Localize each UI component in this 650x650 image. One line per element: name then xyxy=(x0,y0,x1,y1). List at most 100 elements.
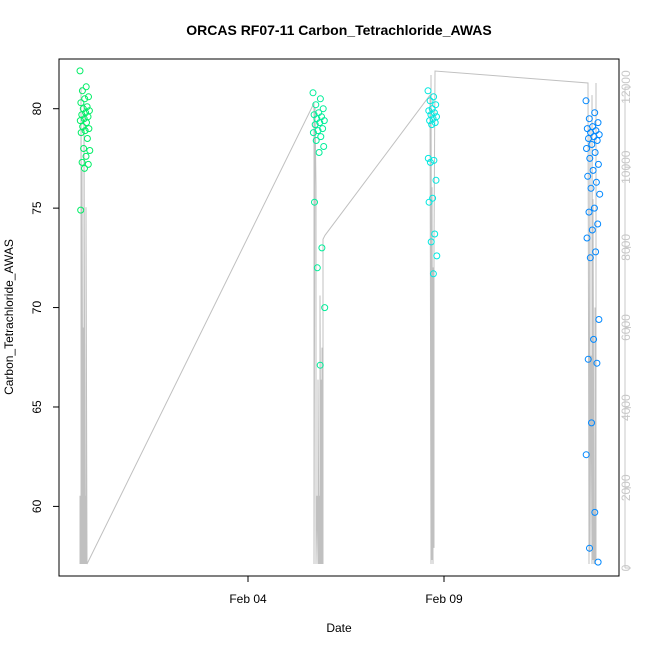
y-axis-label: Carbon_Tetrachloride_AWAS xyxy=(2,239,16,395)
data-point xyxy=(426,97,434,105)
x-axis: Feb 04 Feb 09 xyxy=(229,576,463,606)
data-point xyxy=(321,304,329,312)
data-point xyxy=(584,355,592,363)
data-point xyxy=(594,160,602,168)
data-point xyxy=(591,109,599,117)
data-point xyxy=(82,152,90,160)
data-point xyxy=(425,198,433,206)
y2-tick-label: 12000 xyxy=(619,70,633,104)
data-point xyxy=(77,99,85,107)
data-point xyxy=(431,119,439,127)
data-point xyxy=(431,230,439,238)
data-point xyxy=(318,244,326,252)
data-point xyxy=(587,184,595,192)
data-point xyxy=(85,125,93,133)
data-point xyxy=(76,67,84,75)
data-point xyxy=(311,121,319,129)
x-axis-label: Date xyxy=(326,621,352,635)
data-point xyxy=(86,147,94,154)
data-point xyxy=(84,160,92,168)
data-point xyxy=(586,544,593,552)
data-point xyxy=(433,252,441,260)
y2-tick-label: 8000 xyxy=(619,234,633,261)
data-point xyxy=(311,198,318,206)
data-point xyxy=(429,270,437,278)
y-axis: 60 65 70 75 80 xyxy=(30,102,59,513)
data-points-layer xyxy=(76,67,604,566)
data-point xyxy=(592,248,600,256)
chart-title: ORCAS RF07-11 Carbon_Tetrachloride_AWAS xyxy=(186,22,491,38)
data-point xyxy=(588,419,595,427)
data-point xyxy=(582,97,590,105)
data-point xyxy=(596,190,604,198)
data-point xyxy=(424,87,432,95)
y-tick-label: 60 xyxy=(30,499,44,513)
data-point xyxy=(319,125,327,133)
data-point xyxy=(81,95,89,103)
y2-tick-label: 10000 xyxy=(619,150,633,184)
data-point xyxy=(591,508,599,516)
data-point xyxy=(317,133,325,141)
data-point xyxy=(316,361,324,369)
data-point xyxy=(586,154,594,162)
data-point xyxy=(583,125,591,133)
data-point xyxy=(316,95,324,103)
data-point xyxy=(594,220,602,228)
data-point xyxy=(585,135,592,142)
data-point xyxy=(77,129,85,137)
data-point xyxy=(430,93,438,101)
data-point xyxy=(81,127,89,135)
data-point xyxy=(432,176,440,184)
data-point xyxy=(586,254,594,262)
data-point xyxy=(589,166,597,174)
y2-tick-label: 4000 xyxy=(619,394,633,421)
data-point xyxy=(427,238,435,246)
data-point xyxy=(82,83,90,91)
secondary-y-axis: 0 2000 4000 6000 8000 10000 12000 xyxy=(619,70,633,571)
y-tick-label: 80 xyxy=(30,102,44,116)
data-point xyxy=(588,141,596,148)
data-point xyxy=(583,234,591,242)
data-point xyxy=(585,208,593,216)
data-point xyxy=(319,105,327,113)
data-point xyxy=(593,137,601,144)
data-point xyxy=(83,135,91,142)
data-point xyxy=(85,93,92,101)
data-point xyxy=(309,89,317,97)
y-tick-label: 70 xyxy=(30,301,44,315)
data-point xyxy=(77,206,85,214)
data-point xyxy=(591,149,599,156)
data-point xyxy=(320,117,328,125)
y2-tick-label: 6000 xyxy=(619,314,633,341)
data-point xyxy=(313,264,321,272)
data-point xyxy=(81,164,88,172)
plot-frame xyxy=(58,58,620,577)
data-point xyxy=(584,172,592,180)
y-tick-label: 65 xyxy=(30,400,44,414)
data-point xyxy=(432,101,440,109)
data-point xyxy=(590,204,598,212)
data-point xyxy=(594,558,602,566)
data-point xyxy=(583,145,590,152)
data-point xyxy=(595,316,603,323)
data-point xyxy=(312,137,320,144)
y2-tick-label: 0 xyxy=(619,564,633,571)
data-point xyxy=(315,149,323,156)
data-point xyxy=(430,156,438,164)
data-point xyxy=(428,121,436,129)
data-point xyxy=(582,451,590,459)
data-point xyxy=(588,226,596,234)
data-point xyxy=(593,359,601,367)
data-point xyxy=(429,194,437,202)
y-tick-label: 75 xyxy=(30,201,44,215)
data-point xyxy=(585,115,593,123)
data-point xyxy=(80,115,88,123)
x-tick-label: Feb 04 xyxy=(229,592,267,606)
data-point xyxy=(590,335,598,343)
data-point xyxy=(316,119,324,127)
data-point xyxy=(426,158,434,166)
altitude-line xyxy=(79,70,597,565)
data-point xyxy=(309,129,317,137)
y2-tick-label: 2000 xyxy=(619,474,633,501)
altitude-line-layer xyxy=(79,70,597,565)
